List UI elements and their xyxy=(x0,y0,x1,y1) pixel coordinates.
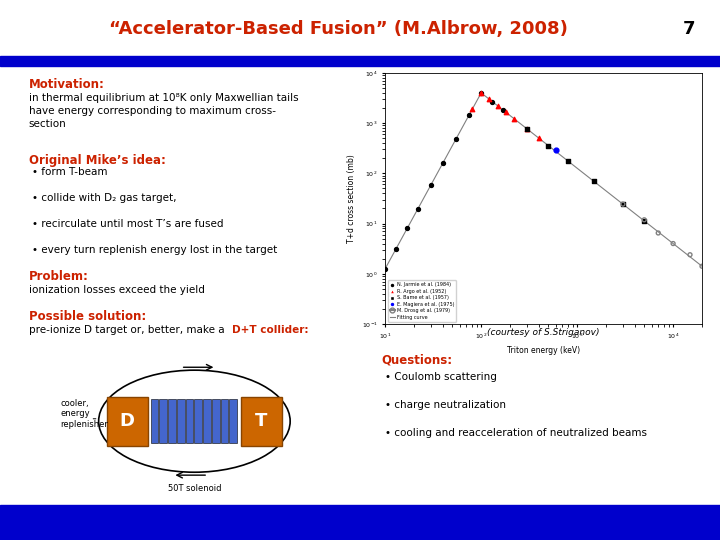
Text: • recirculate until most T’s are fused: • recirculate until most T’s are fused xyxy=(32,219,224,230)
E. Magiera et al. (1975) xyxy=(550,146,562,155)
Text: May 13,: May 13, xyxy=(654,516,706,529)
Fitting curve xyxy=(477,90,486,97)
Bar xyxy=(241,397,282,445)
Text: Possible solution:: Possible solution: xyxy=(29,310,146,323)
Bar xyxy=(0,505,720,540)
Text: in thermal equilibrium at 10⁸K only Maxwellian tails
have energy corresponding t: in thermal equilibrium at 10⁸K only Maxw… xyxy=(29,93,298,129)
Bar xyxy=(159,399,167,443)
R. Argo et al. (1952) xyxy=(521,125,533,133)
N. Jarmie et al. (1984) xyxy=(464,110,475,119)
Fitting curve xyxy=(570,163,578,169)
Fitting curve xyxy=(698,263,706,269)
Bar xyxy=(107,397,148,445)
Bar xyxy=(150,399,158,443)
Text: D+T collider:: D+T collider: xyxy=(232,325,308,335)
M. Drosg et al. (1979) xyxy=(639,215,650,224)
M. Drosg et al. (1979) xyxy=(652,228,664,237)
Text: Problem:: Problem: xyxy=(29,270,89,283)
R. Argo et al. (1952) xyxy=(534,134,545,143)
M. Drosg et al. (1979) xyxy=(617,200,629,208)
Bar xyxy=(230,399,237,443)
Text: • charge neutralization: • charge neutralization xyxy=(385,400,506,410)
R. Argo et al. (1952) xyxy=(508,114,520,123)
Fitting curve xyxy=(669,240,678,247)
Text: 50T solenoid: 50T solenoid xyxy=(168,483,221,492)
Bar xyxy=(220,399,228,443)
Text: Accelerators for Fusion  -  Y. Alexahin: Accelerators for Fusion - Y. Alexahin xyxy=(14,516,262,529)
Y-axis label: T+d cross section (mb): T+d cross section (mb) xyxy=(347,154,356,243)
S. Bame et al. (1957) xyxy=(521,125,533,133)
N. Jarmie et al. (1984) xyxy=(413,204,424,213)
Bar xyxy=(0,56,720,66)
S. Bame et al. (1957) xyxy=(562,157,574,166)
Text: D: D xyxy=(120,412,135,430)
Fitting curve xyxy=(570,163,579,170)
M. Drosg et al. (1979) xyxy=(667,239,679,248)
Text: “Accelerator-Based Fusion” (M.Albrow, 2008): “Accelerator-Based Fusion” (M.Albrow, 20… xyxy=(109,19,568,38)
Text: • Coulomb scattering: • Coulomb scattering xyxy=(385,372,497,382)
M. Drosg et al. (1979) xyxy=(684,251,696,259)
R. Argo et al. (1952) xyxy=(466,105,477,114)
M. Drosg et al. (1979) xyxy=(696,262,708,271)
S. Bame et al. (1957) xyxy=(588,177,600,185)
Fitting curve xyxy=(576,167,585,174)
Legend: N. Jarmie et al. (1984), R. Argo et al. (1952), S. Bame et al. (1957), E. Magier: N. Jarmie et al. (1984), R. Argo et al. … xyxy=(387,280,456,321)
Text: • every turn replenish energy lost in the target: • every turn replenish energy lost in th… xyxy=(32,245,278,255)
Text: (courtesy of S.Striganov): (courtesy of S.Striganov) xyxy=(487,328,600,338)
N. Jarmie et al. (1984) xyxy=(437,159,449,167)
Text: • form T-beam: • form T-beam xyxy=(32,167,108,178)
Bar xyxy=(177,399,184,443)
Bar xyxy=(194,399,202,443)
N. Jarmie et al. (1984) xyxy=(486,97,498,106)
R. Argo et al. (1952) xyxy=(483,94,495,103)
S. Bame et al. (1957) xyxy=(542,141,554,150)
Fitting curve xyxy=(649,225,657,231)
N. Jarmie et al. (1984) xyxy=(390,244,402,253)
N. Jarmie et al. (1984) xyxy=(402,224,413,232)
Text: T: T xyxy=(256,412,268,430)
Text: pre-ionize D target or, better, make a: pre-ionize D target or, better, make a xyxy=(29,325,228,335)
Text: 7: 7 xyxy=(683,19,695,38)
Text: Questions:: Questions: xyxy=(382,354,453,367)
Text: • collide with D₂ gas target,: • collide with D₂ gas target, xyxy=(32,193,177,204)
Line: Fitting curve: Fitting curve xyxy=(385,93,702,269)
N. Jarmie et al. (1984) xyxy=(498,106,509,114)
R. Argo et al. (1952) xyxy=(475,89,487,97)
Fitting curve xyxy=(381,266,390,272)
X-axis label: Triton energy (keV): Triton energy (keV) xyxy=(507,347,580,355)
Text: Original Mike’s idea:: Original Mike’s idea: xyxy=(29,154,166,167)
Text: cooler,
energy
replenisher: cooler, energy replenisher xyxy=(60,399,108,429)
Bar xyxy=(203,399,211,443)
Bar xyxy=(168,399,176,443)
Text: • cooling and reacceleration of neutralized beams: • cooling and reacceleration of neutrali… xyxy=(385,428,647,438)
Bar xyxy=(186,399,193,443)
R. Argo et al. (1952) xyxy=(500,107,511,116)
N. Jarmie et al. (1984) xyxy=(379,265,391,273)
S. Bame et al. (1957) xyxy=(617,200,629,208)
Text: ionization losses exceed the yield: ionization losses exceed the yield xyxy=(29,285,204,295)
R. Argo et al. (1952) xyxy=(492,102,504,111)
N. Jarmie et al. (1984) xyxy=(451,134,462,143)
Fitting curve xyxy=(382,264,390,270)
N. Jarmie et al. (1984) xyxy=(426,180,437,189)
S. Bame et al. (1957) xyxy=(639,217,650,225)
Text: Motivation:: Motivation: xyxy=(29,78,104,91)
Bar xyxy=(212,399,220,443)
N. Jarmie et al. (1984) xyxy=(475,89,487,97)
